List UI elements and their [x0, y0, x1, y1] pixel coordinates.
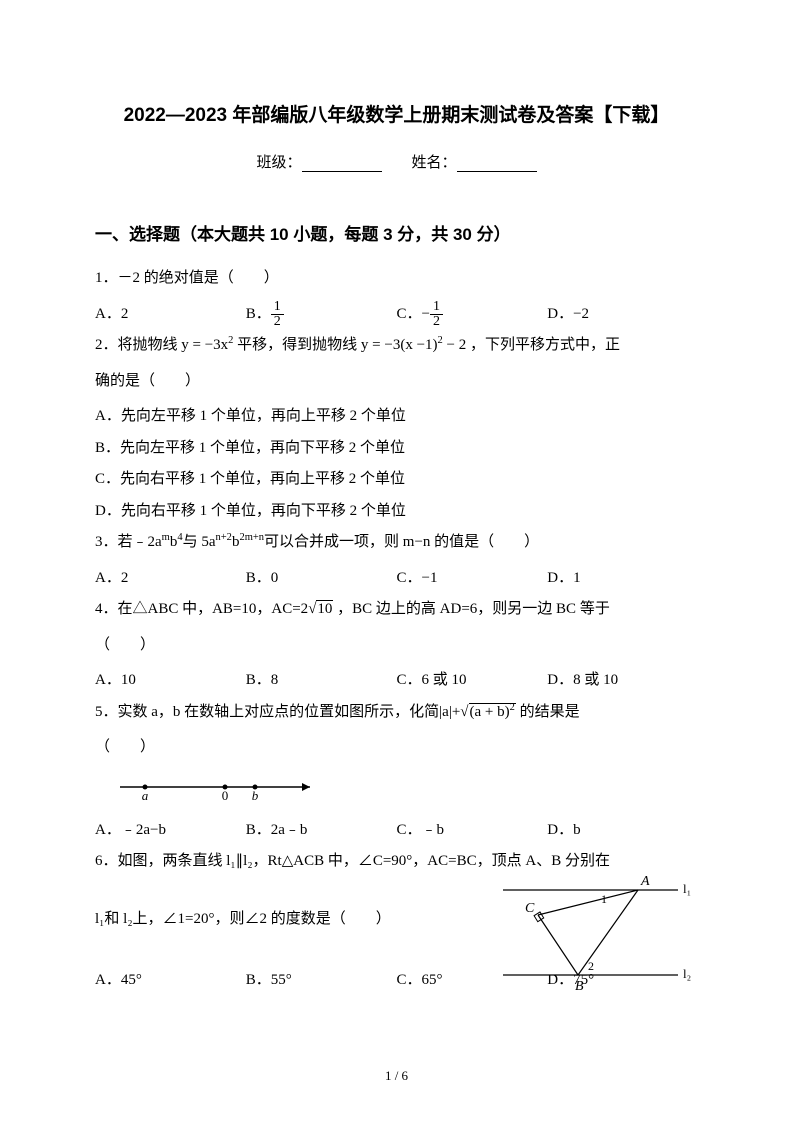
q1-option-a: A．2	[95, 299, 246, 331]
q4-suffix: ，BC 边上的高 AD=6，则另一边 BC 等于	[333, 601, 609, 617]
q1-b-num: 1	[271, 300, 284, 315]
q4-prefix: 4．在△ABC 中，AB=10，AC=2	[95, 601, 308, 617]
q3-exp1: m	[162, 532, 170, 543]
q1-c-neg: −	[422, 306, 430, 322]
q5-option-b: B．2a﹣b	[246, 815, 397, 847]
question-3: 3．若﹣2amb4与 5an+2b2m+n可以合并成一项，则 m−n 的值是（ …	[95, 527, 698, 559]
question-5-line2: （ ）	[95, 732, 698, 764]
q3-suffix: 可以合并成一项，则 m−n 的值是（ ）	[264, 534, 539, 550]
q5-sqrt: (a + b)	[470, 704, 510, 720]
question-2-line2: 确的是（ ）	[95, 366, 698, 398]
svg-text:1: 1	[601, 892, 607, 906]
q6-option-a: A．45°	[95, 965, 246, 997]
q2-suffix: − 2 ，下列平移方式中，正	[443, 337, 620, 353]
svg-text:l₂: l₂	[683, 966, 691, 981]
q1-option-d: D．−2	[547, 299, 698, 331]
q1-c-prefix: C．	[397, 306, 422, 322]
nl-zero-label: 0	[222, 788, 229, 802]
q4-option-c: C．6 或 10	[397, 665, 548, 697]
question-2: 2．将抛物线 y = −3x2 平移，得到抛物线 y = −3(x −1)2 −…	[95, 330, 698, 362]
q4-sqrt: 10	[316, 600, 333, 617]
q4-option-d: D．8 或 10	[547, 665, 698, 697]
q2-prefix: 2．将抛物线 y = −3x	[95, 337, 228, 353]
q1-c-num: 1	[430, 300, 443, 315]
nl-b-label: b	[252, 788, 259, 802]
name-label: 姓名：	[412, 155, 457, 171]
q3-option-d: D．1	[547, 563, 698, 595]
q1-b-den: 2	[271, 315, 284, 329]
q2-mid: 平移，得到抛物线 y = −3(x −1)	[233, 337, 437, 353]
svg-text:2: 2	[588, 959, 594, 973]
question-1: 1．－2 的绝对值是（ ）	[95, 263, 698, 295]
q4-option-a: A．10	[95, 665, 246, 697]
page-title: 2022—2023 年部编版八年级数学上册期末测试卷及答案【下载】	[95, 100, 698, 127]
q2-option-d: D．先向右平移 1 个单位，再向下平移 2 个单位	[95, 496, 698, 528]
q1-option-c: C．−12	[397, 299, 548, 331]
question-1-options: A．2 B．12 C．−12 D．−2	[95, 299, 698, 331]
number-line-diagram: a 0 b	[115, 772, 698, 807]
question-3-options: A．2 B．0 C．−1 D．1	[95, 563, 698, 595]
question-4-line2: （ ）	[95, 630, 698, 662]
q3-exp4: 2m+n	[239, 532, 264, 543]
q5-option-c: C．﹣b	[397, 815, 548, 847]
q3-option-c: C．−1	[397, 563, 548, 595]
q3-m2: 与 5a	[183, 534, 216, 550]
q2-option-b: B．先向左平移 1 个单位，再向下平移 2 个单位	[95, 433, 698, 465]
q2-option-c: C．先向右平移 1 个单位，再向上平移 2 个单位	[95, 464, 698, 496]
svg-text:l₁: l₁	[683, 881, 691, 896]
question-5: 5．实数 a，b 在数轴上对应点的位置如图所示，化简|a|+(a + b)2 的…	[95, 697, 698, 729]
triangle-diagram: A B C 1 2 l₁ l₂	[498, 870, 698, 1000]
page-number: 1 / 6	[0, 1068, 793, 1084]
q3-p1: 3．若﹣2a	[95, 534, 162, 550]
q4-option-b: B．8	[246, 665, 397, 697]
student-info-row: 班级： 姓名：	[95, 151, 698, 172]
q5-option-d: D．b	[547, 815, 698, 847]
svg-text:B: B	[575, 979, 584, 994]
class-label: 班级：	[256, 155, 301, 171]
class-blank	[302, 156, 382, 172]
q1-b-prefix: B．	[246, 306, 271, 322]
q5-suffix: 的结果是	[516, 704, 580, 720]
name-blank	[457, 156, 537, 172]
nl-a-label: a	[142, 788, 149, 802]
q1-c-den: 2	[430, 315, 443, 329]
q2-option-a: A．先向左平移 1 个单位，再向上平移 2 个单位	[95, 401, 698, 433]
q1-option-b: B．12	[246, 299, 397, 331]
section-1-header: 一、选择题（本大题共 10 小题，每题 3 分，共 30 分）	[95, 220, 698, 245]
svg-text:A: A	[640, 874, 650, 889]
question-4: 4．在△ABC 中，AB=10，AC=2 10 ，BC 边上的高 AD=6，则另一…	[95, 594, 698, 626]
question-5-options: A．﹣2a−b B．2a﹣b C．﹣b D．b	[95, 815, 698, 847]
question-4-options: A．10 B．8 C．6 或 10 D．8 或 10	[95, 665, 698, 697]
question-2-options: A．先向左平移 1 个单位，再向上平移 2 个单位 B．先向左平移 1 个单位，…	[95, 401, 698, 527]
q3-exp3: n+2	[216, 532, 232, 543]
q3-option-a: A．2	[95, 563, 246, 595]
q3-option-b: B．0	[246, 563, 397, 595]
q5-prefix: 5．实数 a，b 在数轴上对应点的位置如图所示，化简|a|+	[95, 704, 460, 720]
q6-option-b: B．55°	[246, 965, 397, 997]
q5-option-a: A．﹣2a−b	[95, 815, 246, 847]
svg-text:C: C	[525, 901, 535, 916]
